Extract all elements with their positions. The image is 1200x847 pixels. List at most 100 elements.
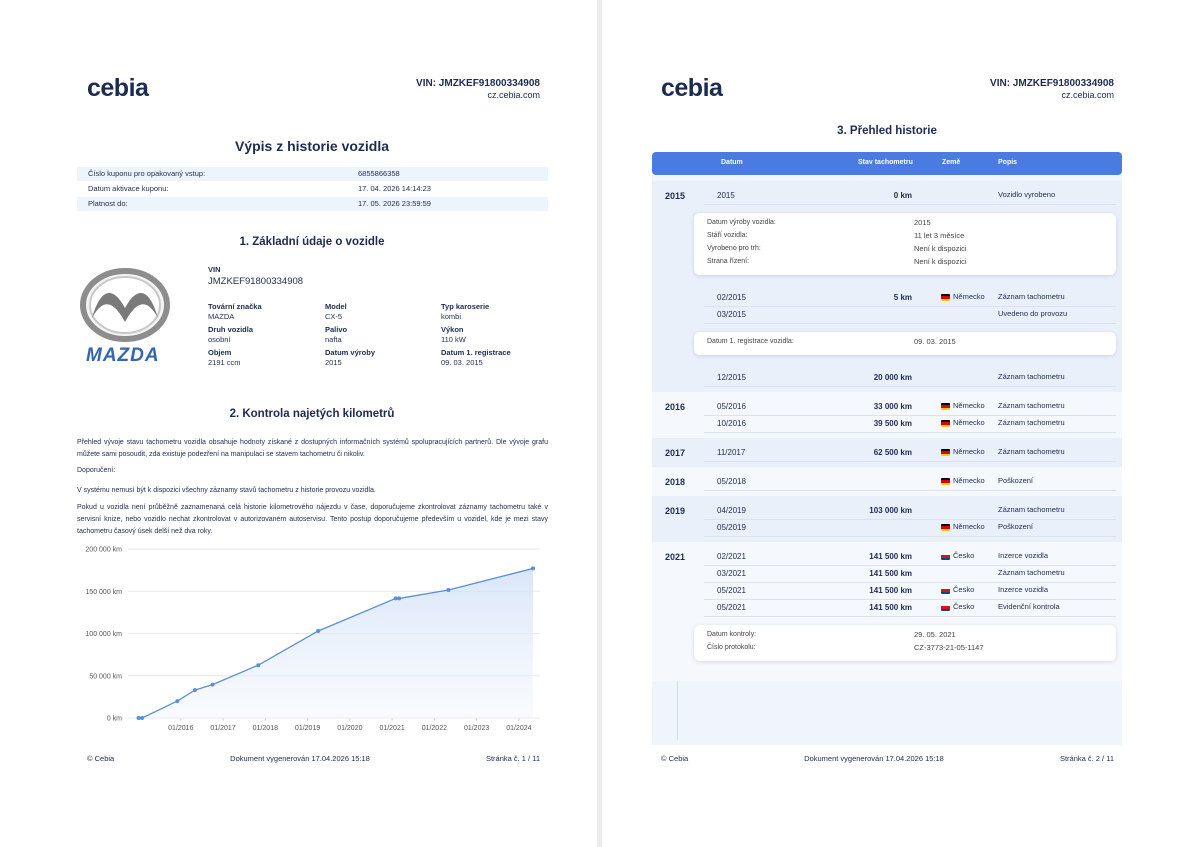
x-tick-label: 01/2021: [379, 725, 404, 732]
footer-right: Stránka č. 1 / 11: [485, 754, 540, 763]
point: [175, 699, 180, 704]
flag-stripe: [941, 591, 950, 594]
flag-stripe: [941, 407, 950, 410]
field-value: nafta: [325, 335, 342, 344]
row-description: Záznam tachometru: [998, 447, 1065, 456]
row-km: 0 km: [893, 191, 912, 200]
flag: [941, 294, 950, 301]
row-date: 05/2021: [717, 586, 746, 595]
detail-value: 11 let 3 měsíce: [914, 231, 965, 240]
field-value: kombi: [441, 312, 462, 321]
row-description: Záznam tachometru: [998, 418, 1065, 427]
detail-label: Číslo protokolu:: [707, 644, 756, 651]
table-header: [652, 152, 1122, 175]
y-tick-label: 150 000 km: [85, 589, 122, 596]
y-tick-label: 50 000 km: [89, 673, 122, 680]
field-value: 110 kW: [441, 335, 466, 344]
row-separator: [704, 519, 1116, 520]
y-tick-label: 0 km: [107, 716, 122, 723]
point: [446, 587, 451, 592]
row-date: 12/2015: [717, 373, 746, 382]
flag-stripe: [941, 453, 950, 456]
flag-stripe: [941, 403, 950, 406]
row-km: 62 500 km: [873, 448, 912, 457]
flag-stripe: [941, 480, 950, 483]
row-km: 5 km: [893, 293, 912, 302]
flag: [941, 524, 950, 531]
year-label: 2021: [665, 552, 686, 562]
point: [316, 628, 321, 633]
section-title: 1. Základní údaje o vozidle: [239, 236, 385, 248]
row-date: 03/2021: [717, 569, 746, 578]
detail-value: 09. 03. 2015: [914, 337, 956, 346]
row-description: Inzerce vozidla: [998, 585, 1049, 594]
row-description: Záznam tachometru: [998, 505, 1065, 514]
website: cz.cebia.com: [487, 90, 540, 100]
row-date: 11/2017: [717, 448, 746, 457]
flag: [941, 553, 950, 560]
flag-stripe: [941, 557, 950, 560]
mazda-emblem: [80, 268, 170, 342]
footer-right: Stránka č. 2 / 11: [1059, 754, 1114, 763]
flag-stripe: [941, 298, 950, 301]
paragraph: V systému nemusí být k dispozici všechny…: [77, 487, 376, 494]
column-header: Popis: [998, 159, 1018, 166]
coupon-value: 6855866358: [358, 169, 400, 178]
row-date: 2015: [717, 191, 735, 200]
flag-stripe: [941, 528, 950, 531]
detail-label: Datum výroby vozidla:: [707, 219, 776, 226]
flag: [941, 449, 950, 456]
area: [138, 568, 533, 718]
row-description: Evidenční kontrola: [998, 602, 1060, 611]
row-separator: [704, 599, 1116, 600]
row-date: 04/2019: [717, 506, 746, 515]
flag: [941, 420, 950, 427]
field-value: 2191 ccm: [208, 358, 241, 367]
column-header: Datum: [721, 159, 743, 166]
row-description: Záznam tachometru: [998, 568, 1065, 577]
table-row-bg: [77, 197, 548, 211]
x-tick-label: 01/2017: [210, 725, 235, 732]
year-label: 2016: [665, 402, 686, 412]
row-description: Inzerce vozidla: [998, 551, 1049, 560]
row-country: Německo: [953, 447, 985, 456]
flag-stripe: [941, 589, 950, 592]
row-description: Poškození: [998, 476, 1034, 485]
point: [530, 566, 535, 571]
logo: cebia: [87, 74, 149, 102]
point: [210, 682, 215, 687]
field-label: Druh vozidla: [208, 325, 254, 334]
field-label: Datum výroby: [325, 348, 376, 357]
row-separator: [704, 582, 1116, 583]
title: Výpis z historie vozidla: [234, 138, 390, 154]
x-tick-label: 01/2020: [337, 725, 362, 732]
website: cz.cebia.com: [1061, 90, 1114, 100]
row-date: 05/2016: [717, 402, 746, 411]
flag-stripe: [941, 524, 950, 527]
row-separator: [704, 461, 1116, 462]
point: [393, 596, 398, 601]
year-group: [652, 467, 1122, 496]
row-km: 141 500 km: [869, 552, 912, 561]
year-label: 2018: [665, 477, 686, 487]
row-separator: [704, 415, 1116, 416]
row-date: 10/2016: [717, 419, 746, 428]
flag: [941, 604, 950, 611]
row-country: Německo: [953, 401, 985, 410]
row-separator: [704, 204, 1116, 205]
detail-label: Datum 1. registrace vozidla:: [707, 338, 794, 345]
row-km: 20 000 km: [873, 373, 912, 382]
detail-label: Strana řízení:: [707, 258, 750, 265]
flag-stripe: [941, 587, 950, 590]
vin: VIN: JMZKEF91800334908: [416, 78, 540, 89]
flag-stripe: [941, 405, 950, 408]
row-country: Česko: [953, 551, 975, 560]
row-separator: [704, 565, 1116, 566]
paragraph: Pokud u vozidla není průběžně zaznamenan…: [77, 504, 548, 535]
footer-left: © Cebia: [87, 754, 115, 763]
paragraph: Přehled vývoje stavu tachometru vozidla …: [77, 439, 548, 458]
row-separator: [704, 616, 1116, 617]
field-label: Objem: [208, 348, 232, 357]
row-km: 141 500 km: [869, 603, 912, 612]
